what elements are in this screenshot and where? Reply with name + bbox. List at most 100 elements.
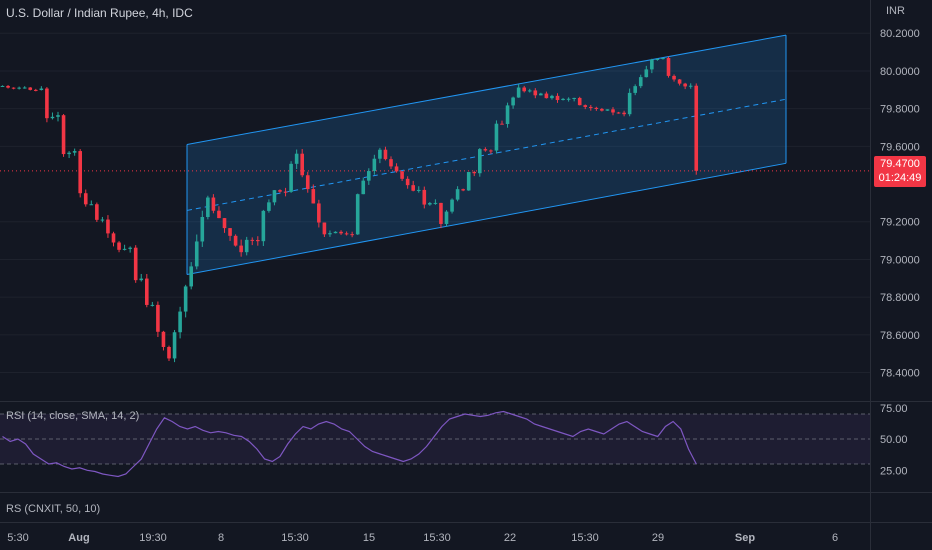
rs-label[interactable]: RS (CNXIT, 50, 10) — [6, 503, 101, 515]
candle-body — [339, 231, 343, 234]
candle-body — [566, 98, 571, 100]
candle-body — [328, 233, 332, 235]
candle-body — [533, 90, 538, 96]
candle-body — [78, 151, 82, 194]
candle-body — [317, 203, 321, 223]
candle-body — [478, 149, 482, 174]
candle-body — [394, 166, 399, 172]
currency-unit: INR — [886, 5, 905, 17]
candle-body — [472, 172, 477, 174]
candle-body — [505, 105, 510, 124]
candle-body — [333, 231, 338, 234]
candle-body — [611, 109, 615, 113]
candle-body — [455, 189, 460, 200]
candle-body — [550, 95, 554, 99]
candle-body — [405, 178, 410, 186]
rsi-label[interactable]: RSI (14, close, SMA, 14, 2) — [6, 410, 140, 422]
candle-body — [683, 83, 687, 87]
candle-body — [516, 87, 521, 98]
candle-body — [383, 149, 388, 160]
candle-body — [217, 210, 221, 219]
candle-body — [489, 150, 493, 152]
candle-body — [539, 93, 543, 96]
candle-body — [34, 89, 38, 91]
candle-body — [627, 92, 632, 115]
candle-body — [361, 180, 366, 195]
rsi-tick-label: 50.00 — [880, 434, 908, 446]
candle-body — [211, 197, 216, 211]
candle-body — [22, 87, 27, 89]
price-tick-label: 79.2000 — [880, 217, 920, 229]
candle-body — [461, 189, 465, 191]
candle-body — [511, 97, 515, 106]
price-tick-label: 79.8000 — [880, 104, 920, 116]
candle-body — [222, 218, 227, 229]
candle-body — [661, 58, 665, 60]
candle-body — [355, 194, 360, 235]
candle-body — [239, 245, 243, 253]
candle-body — [0, 85, 5, 87]
candle-body — [28, 87, 33, 90]
price-tick-label: 79.6000 — [880, 141, 920, 153]
candle-body — [17, 87, 21, 89]
candle-body — [666, 58, 671, 76]
candle-body — [633, 86, 637, 93]
candle-body — [283, 191, 288, 193]
candle-body — [428, 203, 432, 205]
candle-body — [444, 211, 449, 224]
time-axis-label: 15:30 — [281, 532, 309, 544]
candle-body — [311, 189, 316, 204]
candle-body — [655, 58, 660, 60]
channel-lower-line — [186, 162, 787, 276]
candle-body — [622, 112, 626, 115]
candle-body — [50, 116, 55, 119]
current-price-badge: 79.4700 01:24:49 — [874, 156, 926, 187]
time-axis-label: 8 — [218, 532, 224, 544]
candle-body — [189, 266, 193, 287]
price-tick-label: 80.2000 — [880, 28, 920, 40]
candle-body — [694, 85, 699, 171]
rsi-line — [2, 410, 697, 478]
time-axis-label: 22 — [504, 532, 516, 544]
time-axis-label: Aug — [68, 532, 89, 544]
symbol-title[interactable]: U.S. Dollar / Indian Rupee, 4h, IDC — [6, 6, 193, 20]
candle-body — [56, 115, 60, 117]
candle-body — [589, 106, 593, 108]
candle-body — [11, 87, 16, 89]
candle-body — [6, 85, 10, 88]
candle-body — [555, 95, 560, 101]
time-axis-label: 19:30 — [139, 532, 167, 544]
time-axis-label: 29 — [652, 532, 664, 544]
candle-body — [672, 75, 676, 80]
candle-body — [206, 197, 210, 218]
time-axis-label: 15:30 — [423, 532, 451, 544]
candle-body — [122, 248, 127, 250]
candle-body — [250, 239, 255, 241]
candle-body — [577, 97, 582, 106]
candle-body — [139, 278, 144, 281]
candle-body — [294, 153, 299, 164]
candle-body — [256, 240, 260, 242]
time-axis-label: Sep — [735, 532, 755, 544]
candle-body — [522, 87, 526, 92]
candle-body — [67, 152, 71, 155]
candle-body — [572, 97, 576, 99]
candle-body — [117, 242, 121, 250]
candle-body — [616, 112, 621, 114]
bar-countdown: 01:24:49 — [878, 172, 922, 184]
time-axis-label: 15 — [363, 532, 375, 544]
candle-body — [95, 204, 99, 220]
price-tick-label: 78.4000 — [880, 368, 920, 380]
candle-body — [500, 123, 504, 125]
candle-body — [527, 90, 532, 92]
candle-body — [72, 151, 77, 153]
candle-body — [39, 88, 44, 91]
candle-body — [344, 233, 349, 235]
candle-body — [228, 228, 232, 236]
candle-body — [650, 59, 654, 70]
candle-body — [61, 115, 66, 155]
time-axis-label: 5:30 — [7, 532, 28, 544]
candle-body — [267, 202, 271, 211]
current-price: 79.4700 — [880, 158, 920, 170]
